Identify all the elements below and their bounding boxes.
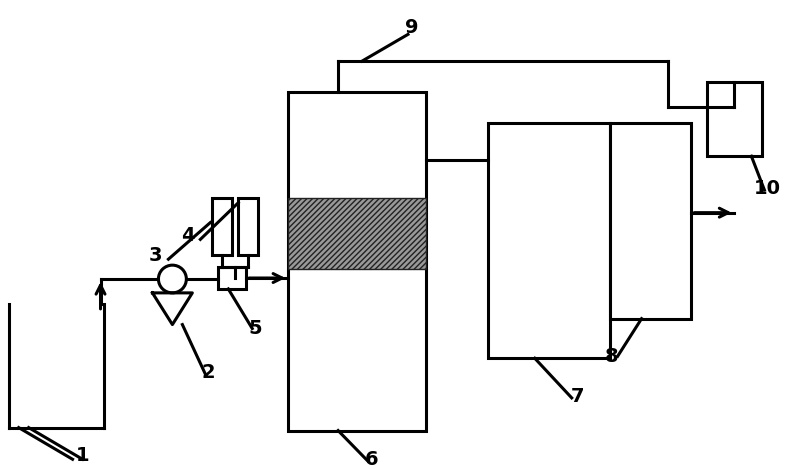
Text: 5: 5 [249, 319, 262, 339]
Text: 10: 10 [754, 179, 781, 198]
Bar [238, 198, 258, 255]
Text: 7: 7 [571, 387, 585, 406]
Bar [218, 267, 246, 289]
Text: 6: 6 [366, 450, 379, 469]
Text: 8: 8 [605, 347, 618, 366]
Bar [610, 122, 691, 318]
Bar [288, 198, 426, 269]
Text: 4: 4 [182, 227, 195, 245]
Text: 9: 9 [406, 18, 418, 38]
Bar [212, 198, 232, 255]
Bar [488, 122, 610, 358]
Bar [707, 82, 762, 156]
Bar [288, 92, 426, 431]
Text: 1: 1 [76, 446, 90, 465]
Text: 3: 3 [149, 246, 162, 265]
Text: 2: 2 [202, 363, 215, 382]
